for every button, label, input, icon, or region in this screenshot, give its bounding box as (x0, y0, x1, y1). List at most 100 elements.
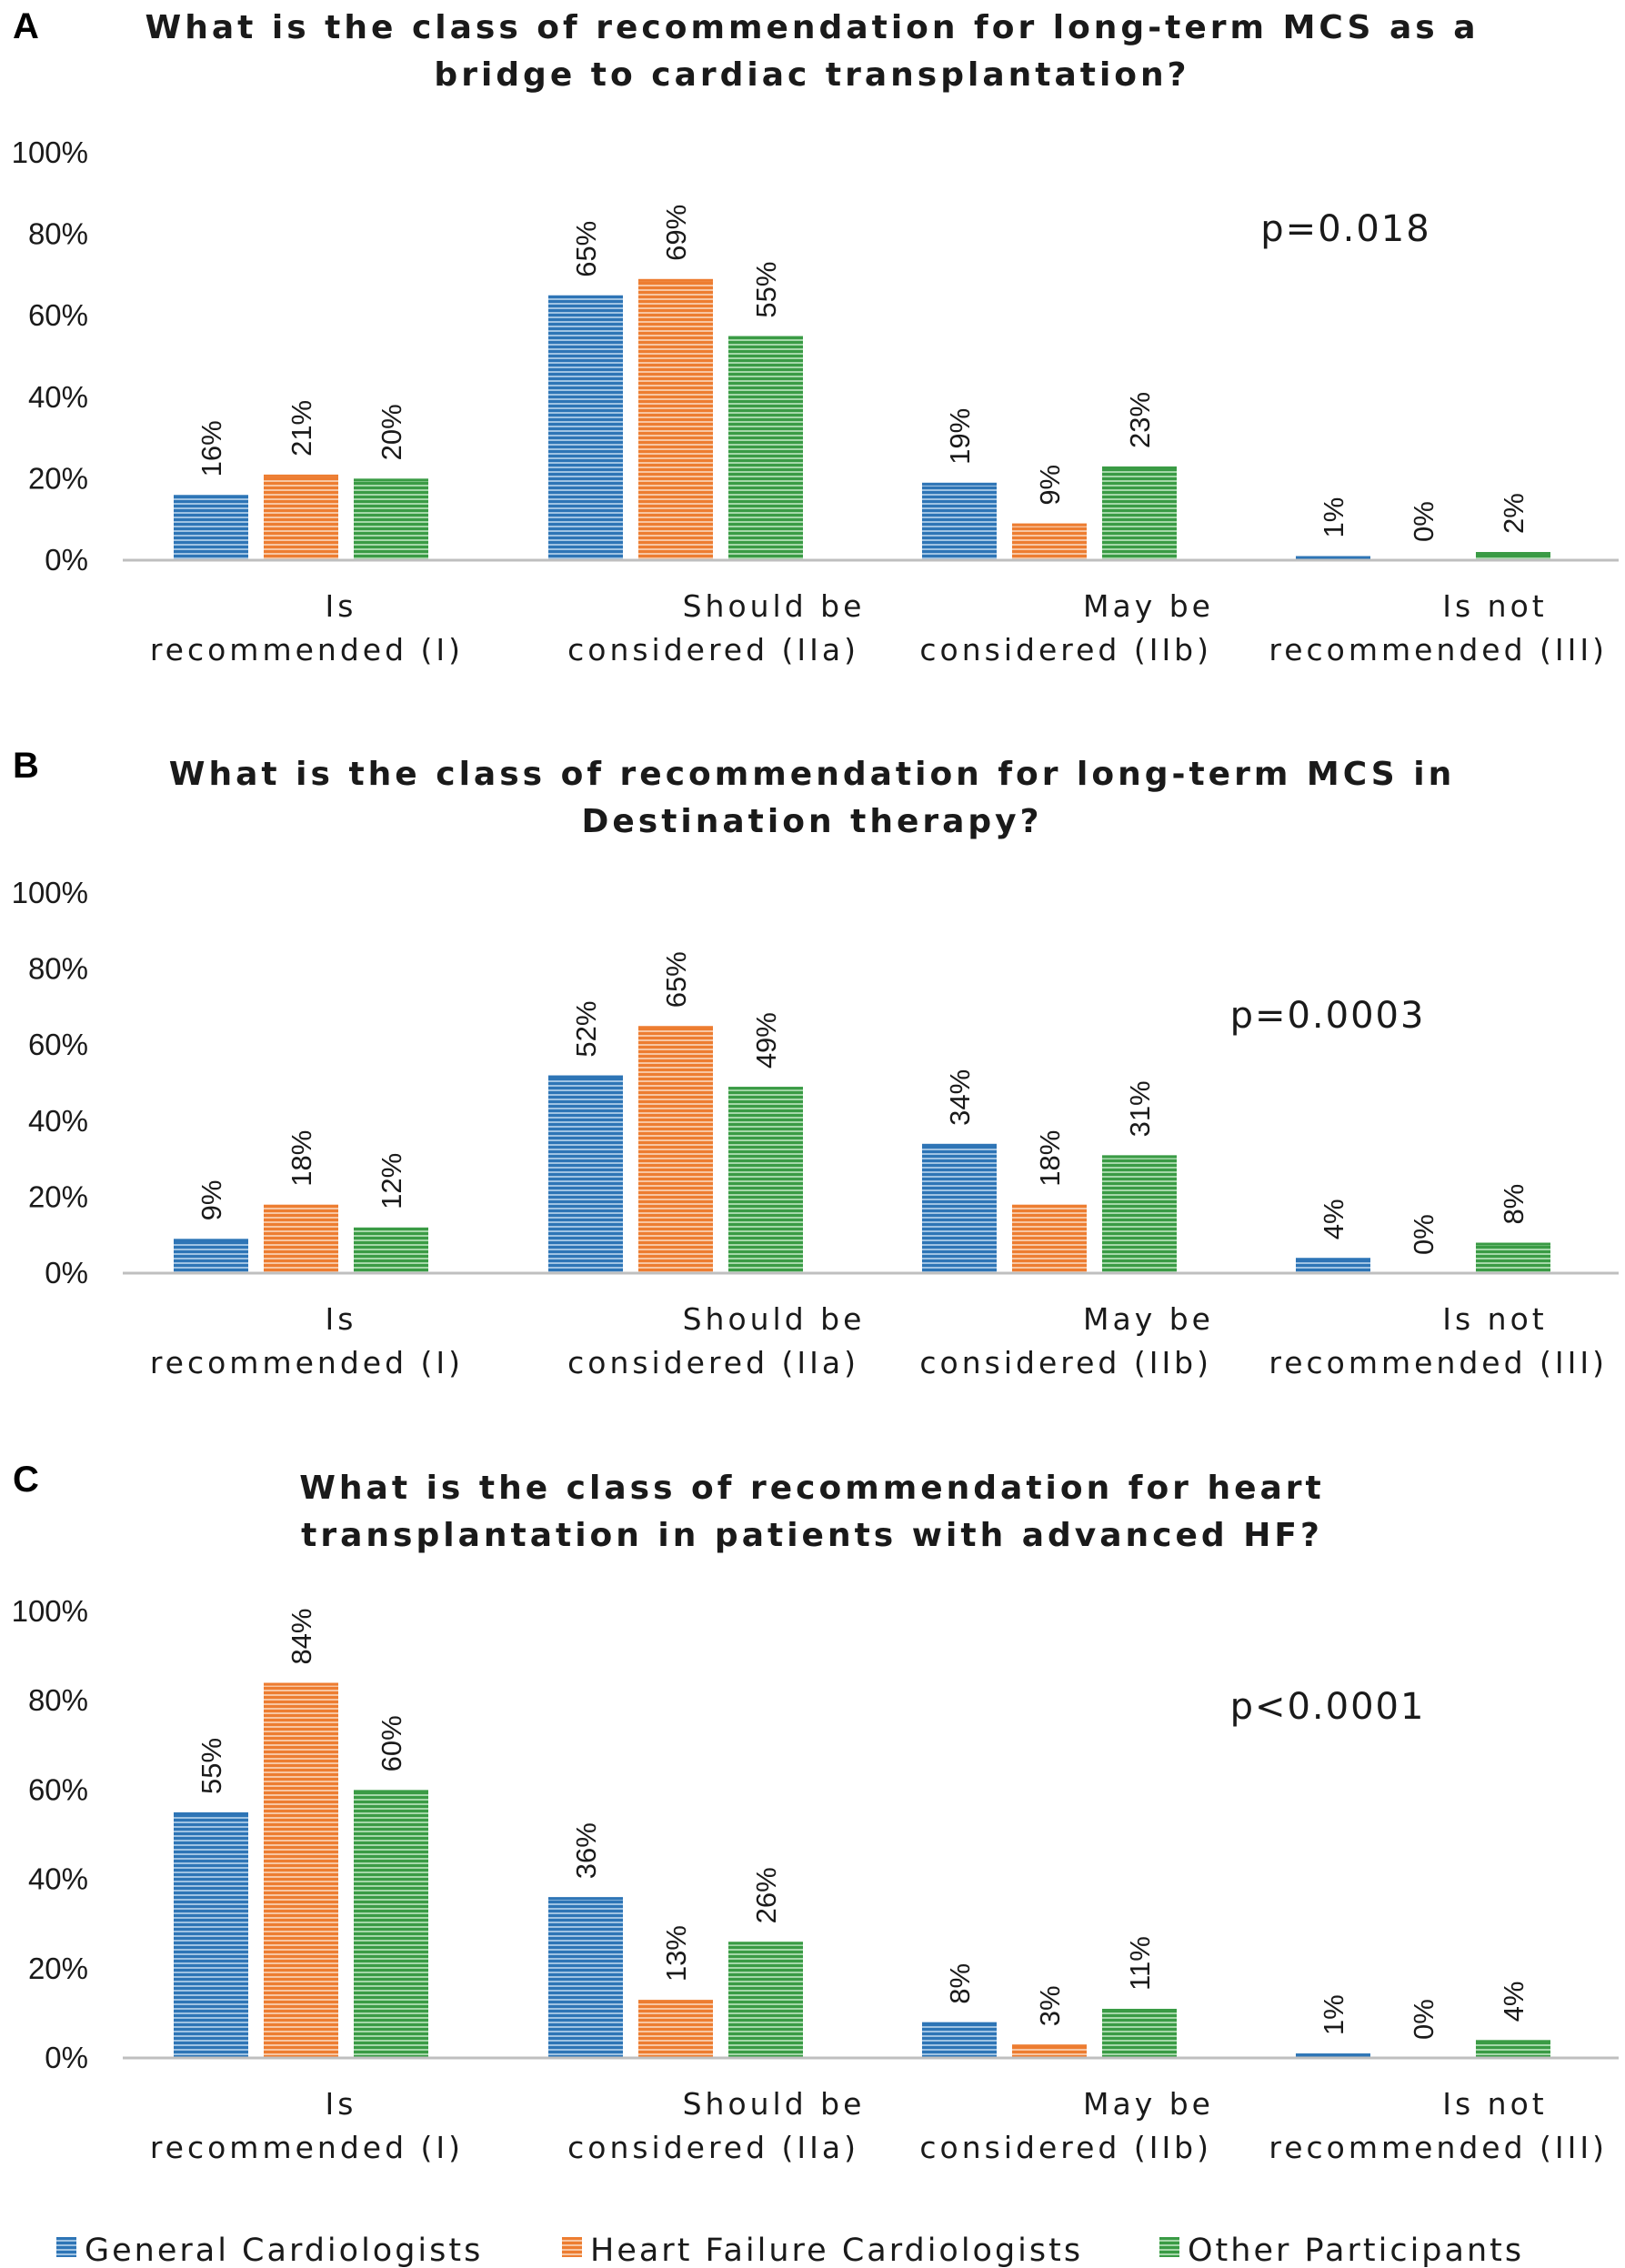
panel-letter: A (13, 6, 39, 46)
bar-top-edge (174, 495, 248, 498)
bar (264, 1682, 338, 2058)
panel-letter: B (13, 746, 39, 786)
chart-title: What is the class of recommendation for … (145, 9, 1479, 46)
bar (922, 482, 997, 560)
bar-top-edge (1296, 556, 1370, 559)
bar-top-edge (548, 295, 623, 298)
bar-top-edge (264, 1204, 338, 1208)
y-tick-label: 80% (28, 1683, 88, 1717)
category-label: considered (IIb) (919, 2130, 1212, 2165)
data-label: 18% (286, 1130, 317, 1187)
bar-top-edge (1476, 2040, 1550, 2043)
bar-top-edge (1296, 1258, 1370, 1261)
y-tick-label: 0% (45, 2041, 88, 2074)
y-tick-label: 40% (28, 1862, 88, 1896)
legend-swatch (56, 2237, 76, 2257)
bar (264, 474, 338, 560)
bar-top-edge (1102, 1155, 1177, 1159)
category-label: Is (326, 1301, 357, 1337)
data-label: 8% (1498, 1184, 1530, 1225)
bar-top-edge (264, 474, 338, 477)
data-label: 0% (1408, 1999, 1439, 2040)
data-label: 65% (570, 221, 602, 277)
bar-top-edge (728, 336, 803, 339)
bar-top-edge (174, 1239, 248, 1242)
bar-top-edge (354, 1227, 428, 1230)
bar-top-edge (728, 1087, 803, 1090)
bar-top-edge (1012, 1204, 1087, 1208)
y-tick-label: 100% (12, 876, 88, 909)
bar (1102, 2008, 1177, 2058)
bar-top-edge (354, 1790, 428, 1793)
bar (638, 278, 713, 560)
data-label: 19% (944, 408, 976, 465)
category-label: considered (IIb) (919, 632, 1212, 667)
category-label: Is (326, 588, 357, 624)
category-label: May be (1083, 1301, 1214, 1337)
bar-top-edge (922, 1143, 997, 1147)
y-tick-label: 0% (45, 543, 88, 577)
p-value: p=0.0003 (1230, 995, 1426, 1037)
bar (1102, 466, 1177, 560)
y-tick-label: 0% (45, 1256, 88, 1290)
bar (174, 1239, 248, 1273)
data-label: 2% (1498, 493, 1530, 534)
chart-title: Destination therapy? (581, 803, 1042, 840)
data-label: 8% (944, 1963, 976, 2004)
bar-top-edge (1296, 2053, 1370, 2057)
category-label: considered (IIa) (567, 1345, 859, 1380)
bar (174, 495, 248, 560)
bar (1012, 2044, 1087, 2058)
p-value: p=0.018 (1260, 208, 1430, 250)
chart-title: What is the class of recommendation for … (169, 756, 1455, 793)
bar-top-edge (1012, 523, 1087, 527)
data-label: 9% (196, 1180, 227, 1221)
data-label: 4% (1498, 1982, 1530, 2022)
panel-letter: C (13, 1460, 39, 1500)
category-label: recommended (I) (150, 2130, 464, 2165)
y-tick-label: 60% (28, 1028, 88, 1061)
legend-label: Other Participants (1188, 2233, 1524, 2268)
category-label: Should be (683, 2086, 866, 2122)
y-tick-label: 100% (12, 135, 88, 169)
data-label: 31% (1124, 1080, 1156, 1137)
bar-top-edge (922, 482, 997, 486)
y-tick-label: 60% (28, 1772, 88, 1806)
category-label: recommended (III) (1269, 2130, 1608, 2165)
bar (354, 1790, 428, 2058)
bar (1012, 523, 1087, 560)
y-tick-label: 20% (28, 1952, 88, 1985)
data-label: 0% (1408, 501, 1439, 542)
bar-top-edge (1476, 1242, 1550, 1246)
data-label: 36% (570, 1822, 602, 1879)
bar (174, 1811, 248, 2058)
data-label: 65% (660, 951, 692, 1008)
bar (922, 2022, 997, 2058)
data-label: 84% (286, 1609, 317, 1665)
bar-top-edge (264, 1682, 338, 1686)
bar-top-edge (922, 2022, 997, 2025)
category-label: considered (IIb) (919, 1345, 1212, 1380)
bar (548, 295, 623, 560)
data-label: 1% (1318, 1994, 1349, 2035)
y-tick-label: 20% (28, 461, 88, 495)
bar-top-edge (174, 1811, 248, 1815)
data-label: 55% (196, 1738, 227, 1794)
data-label: 0% (1408, 1214, 1439, 1255)
data-label: 49% (750, 1012, 782, 1069)
data-label: 12% (376, 1153, 407, 1209)
bar (1102, 1155, 1177, 1273)
data-label: 3% (1034, 1985, 1066, 2026)
bar-top-edge (548, 1075, 623, 1079)
data-label: 1% (1318, 497, 1349, 538)
p-value: p<0.0001 (1230, 1686, 1426, 1728)
category-label: recommended (III) (1269, 1345, 1608, 1380)
data-label: 9% (1034, 465, 1066, 506)
bar-top-edge (638, 2000, 713, 2003)
data-label: 21% (286, 400, 317, 457)
category-label: Should be (683, 588, 866, 624)
bar-top-edge (1012, 2044, 1087, 2048)
data-label: 34% (944, 1069, 976, 1126)
data-label: 13% (660, 1925, 692, 1982)
